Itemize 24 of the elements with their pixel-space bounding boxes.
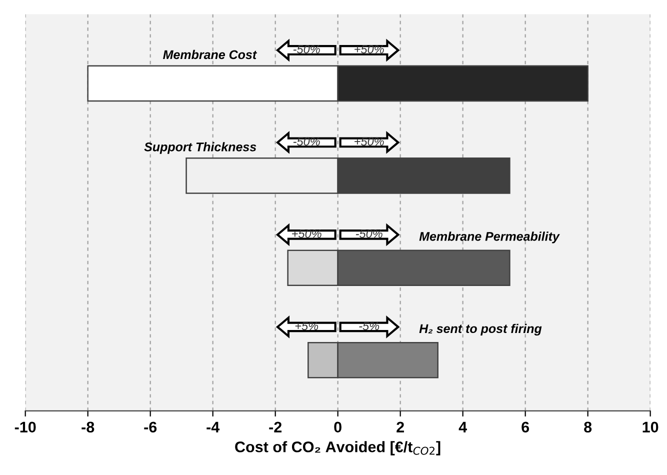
annotation: +5%	[295, 322, 318, 330]
annotation: -50%	[293, 137, 320, 146]
x-tick-label: 0	[334, 422, 342, 433]
y-tick-label: Membrane Permeability	[419, 232, 560, 244]
x-tick-label: -4	[206, 422, 220, 432]
x-axis-title: Cost of CO₂ Avoided [€/t$_{CO2}$]	[235, 441, 440, 456]
y-tick-label: H₂ sent to post firing	[419, 324, 542, 336]
x-tick-label: -2	[269, 422, 282, 432]
x-tick-label: 6	[522, 422, 530, 433]
x-tick-label: 4	[458, 422, 467, 432]
annotation: -50%	[356, 230, 382, 238]
x-tick-label: 2	[396, 422, 404, 432]
annotation: +50%	[354, 45, 384, 54]
x-tick-label: -8	[82, 422, 94, 433]
x-tick-label: -6	[144, 422, 157, 433]
y-tick-label: Membrane Cost	[163, 50, 258, 60]
annotation: +50%	[354, 137, 384, 146]
y-tick-label: Support Thickness	[144, 142, 256, 154]
x-tick-label: 10	[642, 422, 658, 433]
x-tick-label: 8	[584, 422, 592, 433]
annotation: -50%	[293, 45, 320, 54]
annotation: +50%	[292, 230, 322, 238]
annotation: -5%	[359, 322, 380, 330]
x-tick-label: -10	[14, 422, 36, 433]
